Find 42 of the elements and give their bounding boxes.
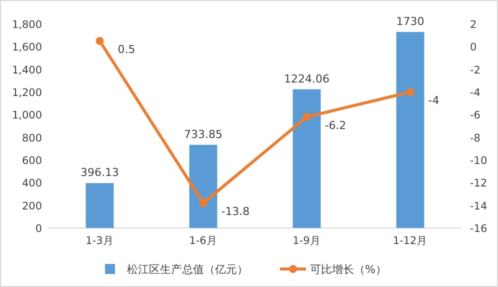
y-tick-label: 0 — [35, 223, 42, 235]
legend-label: 可比增长（%） — [310, 263, 386, 276]
data-label: 396.13 — [80, 166, 119, 180]
data-label: 0.5 — [118, 43, 136, 56]
data-label: -6.2 — [324, 118, 346, 132]
bar — [86, 183, 114, 228]
y-tick-label: 200 — [22, 200, 42, 212]
y-tick-label: 1,800 — [12, 19, 42, 31]
y2-tick-label: -6 — [470, 110, 481, 122]
y2-tick-label: -8 — [470, 132, 480, 144]
y2-tick-label: -12 — [470, 178, 488, 190]
data-label: 1730 — [396, 14, 424, 28]
y-tick-label: 800 — [22, 132, 42, 144]
y2-tick-label: -10 — [470, 155, 488, 167]
point — [302, 112, 311, 121]
bar — [396, 32, 424, 228]
point — [406, 88, 414, 96]
y-tick-label: 1,200 — [12, 87, 42, 99]
x-tick-label: 1-9月 — [292, 235, 321, 247]
bar — [292, 89, 321, 228]
y2-tick-label: 2 — [470, 19, 477, 31]
legend-label: 松江区生产总值（亿元） — [127, 263, 248, 276]
y-tick-label: 600 — [22, 155, 42, 167]
x-tick-label: 1-6月 — [189, 235, 218, 247]
y2-tick-label: -2 — [470, 64, 480, 76]
y-tick-label: 1,000 — [12, 110, 42, 122]
data-label: -13.8 — [221, 205, 250, 218]
x-tick-label: 1-3月 — [86, 235, 114, 247]
y2-tick-label: -16 — [470, 223, 488, 235]
data-label: -4 — [428, 94, 440, 107]
y-tick-label: 1,600 — [12, 42, 42, 54]
point — [199, 199, 208, 208]
y2-tick-label: -14 — [470, 200, 488, 212]
y-tick-label: 1,400 — [12, 64, 42, 76]
x-tick-label: 1-12月 — [392, 235, 428, 247]
y2-tick-label: 0 — [470, 42, 477, 54]
y-tick-label: 400 — [22, 178, 42, 190]
data-label: 1224.06 — [284, 72, 330, 86]
point — [96, 37, 104, 45]
bar — [189, 144, 218, 228]
data-label: 733.85 — [184, 128, 222, 141]
y2-tick-label: -4 — [470, 87, 481, 99]
